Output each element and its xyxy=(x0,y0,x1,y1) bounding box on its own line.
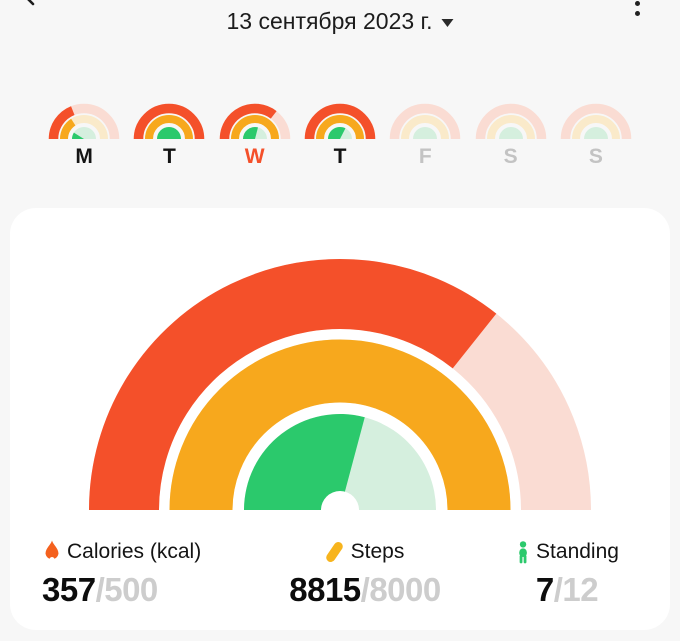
day-gauge xyxy=(475,103,546,140)
stats-row: Calories (kcal) 357/500 Steps 8815/8000 xyxy=(10,540,670,640)
day-gauge xyxy=(304,103,376,140)
day-label: S xyxy=(503,145,518,168)
day-label: T xyxy=(162,145,176,168)
day-label: M xyxy=(75,145,93,168)
person-icon xyxy=(519,540,527,563)
activity-gauge xyxy=(89,259,591,510)
day-gauge xyxy=(560,103,632,140)
date-title: 13 сентября 2023 г. xyxy=(226,8,433,34)
day-cell-s[interactable]: S xyxy=(468,100,553,169)
standing-value: 7 xyxy=(535,571,554,608)
stat-standing[interactable]: Standing 7/12 xyxy=(515,540,619,609)
day-gauge xyxy=(219,103,290,140)
day-label: W xyxy=(244,145,265,168)
header: 13 сентября 2023 г. xyxy=(0,0,680,44)
stat-label: Steps xyxy=(350,540,405,563)
day-cell-s[interactable]: S xyxy=(553,100,638,169)
back-icon[interactable] xyxy=(18,0,40,6)
chevron-down-icon xyxy=(441,19,454,27)
day-gauge xyxy=(390,103,461,140)
day-cell-m[interactable]: M xyxy=(41,100,126,169)
day-label: T xyxy=(333,145,347,168)
flame-icon xyxy=(45,540,59,563)
day-gauge xyxy=(134,103,205,140)
day-label: S xyxy=(588,145,603,168)
stat-steps[interactable]: Steps 8815/8000 xyxy=(289,540,441,609)
calories-goal: /500 xyxy=(95,571,159,608)
date-selector[interactable]: 13 сентября 2023 г. xyxy=(226,8,454,35)
standing-goal: /12 xyxy=(553,571,599,608)
day-label: F xyxy=(418,145,432,168)
steps-goal: /8000 xyxy=(360,571,442,608)
day-cell-f[interactable]: F xyxy=(383,100,468,169)
calories-value: 357 xyxy=(42,571,96,608)
day-cell-t[interactable]: T xyxy=(127,100,212,169)
stat-label: Calories (kcal) xyxy=(67,540,202,563)
stat-label: Standing xyxy=(536,540,619,563)
steps-value: 8815 xyxy=(289,571,361,608)
stat-calories[interactable]: Calories (kcal) 357/500 xyxy=(42,540,201,609)
activity-card: Calories (kcal) 357/500 Steps 8815/8000 xyxy=(10,208,670,630)
day-gauge xyxy=(48,103,120,140)
more-options-icon[interactable] xyxy=(635,0,640,16)
day-cell-t[interactable]: T xyxy=(297,100,382,169)
shoe-icon xyxy=(326,542,344,562)
day-cell-w[interactable]: W xyxy=(212,100,297,169)
